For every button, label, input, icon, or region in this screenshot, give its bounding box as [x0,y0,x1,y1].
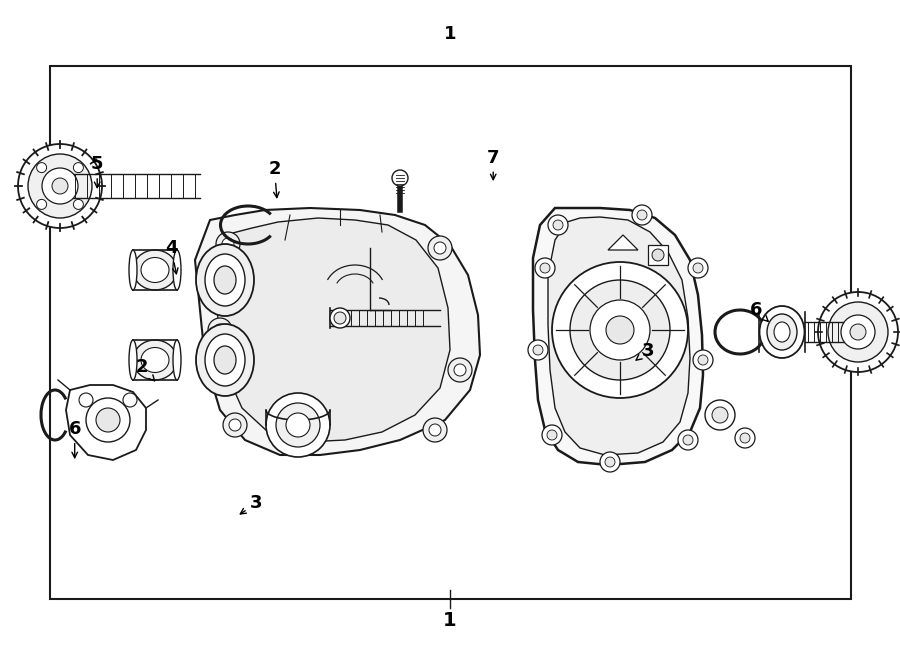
Ellipse shape [774,322,790,342]
Text: 6: 6 [750,301,769,321]
Ellipse shape [334,312,346,324]
Circle shape [632,205,652,225]
Polygon shape [66,385,146,460]
Circle shape [222,238,234,250]
Circle shape [570,280,670,380]
Ellipse shape [133,250,177,290]
Text: 5: 5 [91,155,104,187]
Text: 6: 6 [68,420,81,457]
Circle shape [606,316,634,344]
Circle shape [818,292,898,372]
Circle shape [828,302,888,362]
Circle shape [286,413,310,437]
Circle shape [28,154,92,218]
Circle shape [266,393,330,457]
Circle shape [423,418,447,442]
Circle shape [216,232,240,256]
Circle shape [37,163,47,173]
Circle shape [590,300,650,360]
Circle shape [434,242,446,254]
Circle shape [693,263,703,273]
Circle shape [276,403,320,447]
Circle shape [74,199,84,209]
Polygon shape [195,208,480,455]
Circle shape [698,355,708,365]
Circle shape [712,407,728,423]
Text: 2: 2 [136,358,155,381]
Circle shape [533,345,543,355]
Circle shape [547,430,557,440]
Circle shape [850,324,866,340]
Circle shape [678,430,698,450]
Polygon shape [215,218,450,442]
Circle shape [535,258,555,278]
Circle shape [86,398,130,442]
Circle shape [735,428,755,448]
Ellipse shape [330,308,350,328]
Circle shape [52,178,68,194]
Ellipse shape [205,334,245,386]
Circle shape [528,340,548,360]
Circle shape [652,249,664,261]
Circle shape [740,433,750,443]
Ellipse shape [129,340,137,380]
Polygon shape [608,235,638,250]
Circle shape [429,424,441,436]
Circle shape [123,393,137,407]
Circle shape [392,170,408,186]
Text: 3: 3 [636,342,654,360]
Text: 3: 3 [240,494,263,514]
Ellipse shape [196,244,254,316]
Polygon shape [548,217,690,455]
Bar [50,66,850,599]
Ellipse shape [133,340,177,380]
Text: 1: 1 [444,25,456,44]
Circle shape [553,220,563,230]
Text: 4: 4 [165,239,178,274]
Circle shape [96,408,120,432]
Circle shape [229,419,241,431]
Circle shape [18,144,102,228]
Ellipse shape [141,348,169,373]
Polygon shape [648,245,668,265]
Circle shape [214,324,226,336]
Circle shape [74,163,84,173]
Text: 2: 2 [268,160,281,197]
Circle shape [705,400,735,430]
Ellipse shape [214,266,236,294]
Circle shape [448,358,472,382]
Text: 1: 1 [443,610,457,630]
Circle shape [605,457,615,467]
Circle shape [600,452,620,472]
Ellipse shape [173,250,181,290]
Ellipse shape [129,250,137,290]
Circle shape [42,168,78,204]
Ellipse shape [196,324,254,396]
Ellipse shape [214,346,236,374]
Ellipse shape [141,258,169,283]
Circle shape [540,263,550,273]
Circle shape [79,393,93,407]
Circle shape [683,435,693,445]
Circle shape [552,262,688,398]
Circle shape [37,199,47,209]
Circle shape [428,236,452,260]
Ellipse shape [205,254,245,306]
Ellipse shape [760,306,805,358]
Circle shape [693,350,713,370]
Circle shape [841,315,875,349]
Circle shape [542,425,562,445]
Text: 7: 7 [487,148,500,179]
Circle shape [688,258,708,278]
Circle shape [637,210,647,220]
Polygon shape [533,208,703,465]
Ellipse shape [173,340,181,380]
Ellipse shape [767,314,797,350]
Circle shape [454,364,466,376]
Circle shape [548,215,568,235]
Circle shape [208,318,232,342]
Circle shape [223,413,247,437]
